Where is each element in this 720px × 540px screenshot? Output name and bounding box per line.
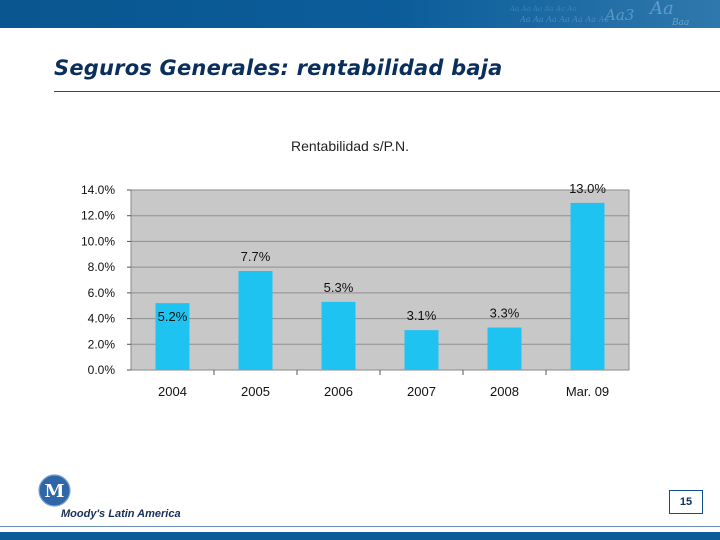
- moodys-logo-icon: M: [38, 474, 71, 507]
- y-tick-label: 12.0%: [81, 209, 115, 223]
- y-tick-label: 4.0%: [88, 312, 116, 326]
- slide-title: Seguros Generales: rentabilidad baja: [54, 56, 503, 80]
- svg-text:Baa: Baa: [671, 18, 689, 28]
- header-decoration: Aa Aa Aa Aa Aa Aa Aa Aa Aa Aa Aa Aa Aa A…: [509, 0, 689, 28]
- y-tick-label: 0.0%: [88, 363, 116, 377]
- svg-text:Aa: Aa: [648, 0, 674, 19]
- y-tick-label: 14.0%: [81, 183, 115, 197]
- data-label: 3.1%: [407, 308, 437, 323]
- y-tick-label: 8.0%: [88, 260, 116, 274]
- data-label: 13.0%: [569, 181, 606, 196]
- data-label: 5.2%: [158, 309, 188, 324]
- svg-text:Aa3: Aa3: [603, 6, 634, 24]
- y-tick-label: 2.0%: [88, 337, 116, 351]
- logo-letter: M: [45, 481, 65, 502]
- brand-block: M Moody's Latin America: [34, 474, 214, 524]
- data-label: 7.7%: [241, 249, 271, 264]
- bar-2007: [404, 330, 439, 370]
- x-tick-label: 2006: [324, 384, 353, 399]
- brand-name: Moody's Latin America: [61, 508, 181, 520]
- x-tick-label: 2005: [241, 384, 270, 399]
- chart-title: Rentabilidad s/P.N.: [291, 138, 409, 154]
- chart-svg: Rentabilidad s/P.N. 0.0% 2.0% 4.0% 6.0% 8.0%…: [81, 138, 630, 399]
- page-number: 15: [669, 490, 703, 514]
- x-tick-label: Mar. 09: [566, 384, 609, 399]
- bar-chart: Rentabilidad s/P.N. 0.0% 2.0% 4.0% 6.0% 8.0%…: [60, 128, 650, 408]
- bar-2008: [487, 327, 522, 370]
- x-tick-label: 2008: [490, 384, 519, 399]
- x-tick-label: 2007: [407, 384, 436, 399]
- data-label: 3.3%: [490, 306, 520, 321]
- bar-mar-09: [570, 202, 605, 370]
- bar-2004: [155, 303, 190, 370]
- svg-text:Aa Aa Aa Aa Aa Aa: Aa Aa Aa Aa Aa Aa: [509, 5, 577, 13]
- title-divider: [54, 91, 720, 92]
- x-tick-label: 2004: [158, 384, 187, 399]
- svg-text:Aa Aa Aa Aa Aa Aa Aa: Aa Aa Aa Aa Aa Aa Aa: [519, 15, 609, 24]
- bar-2005: [238, 271, 273, 370]
- y-tick-label: 6.0%: [88, 286, 116, 300]
- header-bar: Aa Aa Aa Aa Aa Aa Aa Aa Aa Aa Aa Aa Aa A…: [0, 0, 720, 28]
- data-label: 5.3%: [324, 280, 354, 295]
- footer-bar: [0, 532, 720, 540]
- y-tick-label: 10.0%: [81, 234, 115, 248]
- plot-area: [130, 189, 630, 371]
- footer-divider: [0, 526, 720, 527]
- bar-2006: [321, 301, 356, 370]
